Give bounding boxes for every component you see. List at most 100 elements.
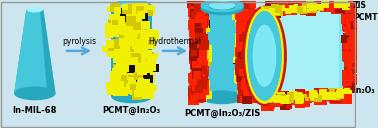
Point [192,55,198,57]
Point [233,60,239,62]
Point [195,12,201,14]
Polygon shape [111,6,116,96]
Point [115,15,121,17]
Point [129,82,135,84]
Point [147,63,153,66]
Point [347,91,353,93]
Point [274,2,280,4]
Point [199,26,205,28]
Point [127,59,133,61]
Point [245,24,251,26]
Point [198,62,204,64]
Point [243,32,249,34]
Point [119,52,125,54]
Polygon shape [111,6,152,96]
Point [201,62,207,64]
Ellipse shape [248,11,282,100]
Point [237,38,243,40]
Point [143,8,149,10]
Point [129,31,135,33]
Point [118,61,124,63]
Point [191,82,197,84]
Point [253,85,259,87]
Point [127,28,133,30]
Point [259,54,265,56]
Point [199,74,205,77]
Point [307,8,313,10]
Point [138,66,144,68]
Point [140,79,146,81]
Point [244,66,250,68]
Point [195,45,201,47]
Point [202,12,208,14]
Point [190,11,196,13]
Point [240,25,246,28]
Point [194,41,200,43]
Point [245,21,251,23]
Point [194,92,200,94]
Point [298,6,304,8]
Point [193,90,199,92]
Point [135,43,141,45]
Point [196,88,202,90]
Point [116,68,122,71]
Point [199,93,205,95]
Point [150,87,156,89]
Point [192,14,198,16]
Point [201,34,208,36]
Point [236,51,242,53]
Point [243,42,249,44]
Point [306,9,312,11]
Point [347,25,353,27]
Point [197,24,203,26]
Point [128,68,134,70]
Point [249,89,256,91]
Point [344,74,350,76]
Point [242,11,248,13]
Point [139,63,145,65]
Point [121,42,127,44]
Point [245,49,251,51]
Point [113,33,119,35]
Point [244,80,250,82]
Point [199,96,205,98]
Point [248,24,254,26]
Point [243,50,249,52]
Point [130,77,136,79]
Point [236,48,242,50]
Point [239,9,245,11]
Point [191,11,197,13]
Point [247,15,253,17]
Point [239,29,245,31]
Point [193,94,199,96]
Point [263,18,269,20]
Point [245,81,251,83]
Point [356,7,362,9]
Point [195,38,201,40]
Point [246,92,252,94]
Point [197,11,203,13]
Point [195,23,201,25]
Point [132,45,138,47]
Point [198,57,204,59]
Point [257,20,263,22]
Point [242,95,248,97]
Point [124,12,130,14]
Point [139,58,145,60]
Point [135,29,141,31]
Point [289,2,295,4]
Point [116,70,122,72]
Point [263,80,270,82]
Point [136,6,142,8]
Point [124,20,130,22]
Point [304,0,310,2]
Point [198,75,204,77]
Point [277,4,283,6]
Point [197,6,203,8]
Point [245,51,251,54]
Point [195,26,201,28]
Point [270,11,276,13]
Point [142,57,148,59]
Point [352,30,358,32]
Point [191,52,197,54]
